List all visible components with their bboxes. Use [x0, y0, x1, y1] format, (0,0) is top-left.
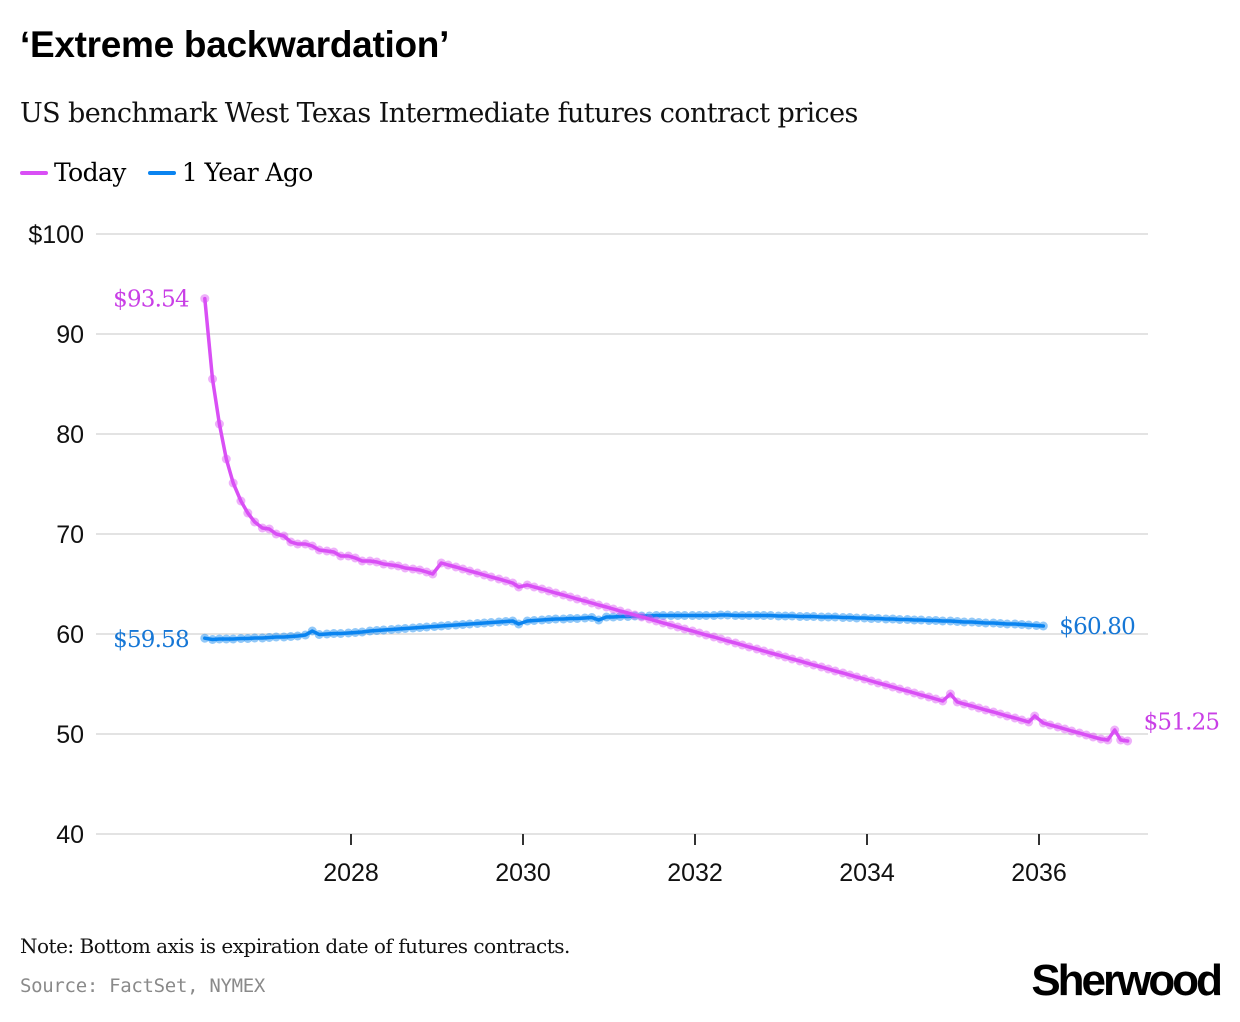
today-first-label: $93.54: [113, 287, 189, 313]
chart-title: ‘Extreme backwardation’: [20, 24, 450, 65]
y-tick-label: 50: [56, 721, 84, 749]
chart-source: Source: FactSet, NYMEX: [20, 975, 266, 997]
sherwood-logo: Sherwood: [1031, 956, 1223, 1005]
series-lines: [200, 294, 1133, 746]
today-last-label: $51.25: [1144, 710, 1220, 736]
x-tick-label: 2028: [323, 859, 379, 887]
y-tick-label: 40: [56, 821, 84, 849]
x-tick-label: 2030: [495, 859, 551, 887]
chart-subtitle: US benchmark West Texas Intermediate fut…: [20, 98, 858, 129]
y-tick-label: 70: [56, 521, 84, 549]
x-axis: 2028 2030 2032 2034 2036: [323, 834, 1067, 887]
end-labels: $93.54 $51.25 $59.58 $60.80: [113, 287, 1220, 736]
y-axis: 40 50 60 70 80 90 $100: [28, 221, 84, 849]
y-tick-label: $100: [28, 221, 84, 249]
series-today: [200, 294, 1133, 746]
x-tick-label: 2036: [1011, 859, 1067, 887]
x-tick-label: 2034: [839, 859, 895, 887]
chart-note: Note: Bottom axis is expiration date of …: [20, 934, 570, 958]
series-line: [203, 296, 1130, 743]
legend-label-today: Today: [54, 158, 126, 187]
y-tick-label: 90: [56, 321, 84, 349]
legend: Today 1 Year Ago: [20, 158, 335, 187]
legend-item-year-ago: 1 Year Ago: [147, 158, 313, 187]
y-tick-label: 60: [56, 621, 84, 649]
legend-swatch-year-ago: [147, 170, 176, 175]
series-year-ago: [200, 610, 1048, 644]
year-ago-first-label: $59.58: [113, 627, 189, 653]
x-tick-label: 2032: [667, 859, 723, 887]
series-line: [203, 613, 1046, 642]
year-ago-last-label: $60.80: [1059, 614, 1135, 640]
gridlines: [96, 233, 1148, 835]
legend-item-today: Today: [20, 158, 126, 187]
legend-label-year-ago: 1 Year Ago: [181, 158, 313, 187]
legend-swatch-today: [20, 170, 48, 175]
y-tick-label: 80: [56, 421, 84, 449]
